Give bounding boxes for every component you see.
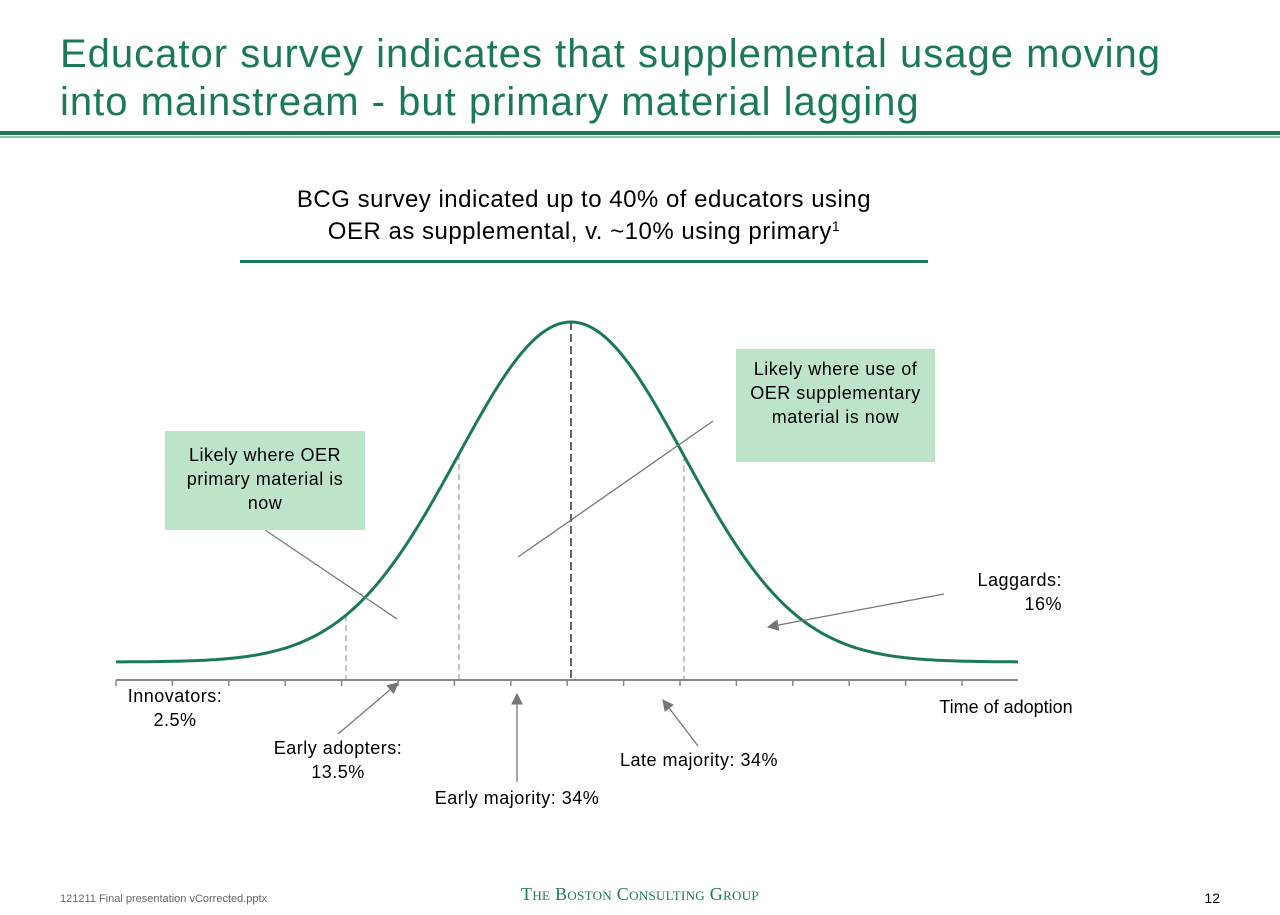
early-adopters-arrow (337, 682, 399, 735)
laggards-value: 16% (1024, 594, 1062, 614)
primary-callout-pointer (264, 529, 398, 620)
subtitle: BCG survey indicated up to 40% of educat… (240, 184, 928, 248)
early-adopters-name: Early adopters: (273, 738, 403, 758)
title-rule-accent (0, 136, 1280, 138)
laggards-label: Laggards: 16% (940, 568, 1062, 616)
early-adopters-value: 13.5% (311, 762, 365, 782)
primary-material-callout: Likely where OER primary material is now (165, 431, 365, 530)
segment-dividers (345, 454, 685, 680)
supplementary-callout-pointer (517, 420, 714, 558)
early-adopters-label: Early adopters: 13.5% (248, 736, 428, 784)
innovators-label: Innovators: 2.5% (105, 684, 245, 732)
title-rule (0, 131, 1280, 135)
late-majority-arrow (662, 699, 699, 747)
bcg-logo: The Boston Consulting Group (521, 884, 759, 904)
innovators-value: 2.5% (153, 710, 197, 730)
page-number: 12 (1204, 890, 1220, 906)
subtitle-line-2: OER as supplemental, v. ~10% using prima… (240, 216, 928, 248)
footnote-marker: 1 (831, 218, 841, 234)
subtitle-line-1: BCG survey indicated up to 40% of educat… (296, 186, 872, 213)
early-majority-label: Early majority: 34% (434, 788, 600, 808)
supplementary-material-callout: Likely where use of OER supplementary ma… (736, 349, 935, 462)
subtitle-line-2-text: OER as supplemental, v. ~10% using prima… (327, 218, 832, 245)
time-of-adoption-label: Time of adoption (939, 697, 1073, 717)
subtitle-rule (240, 260, 928, 263)
laggards-arrow (766, 593, 945, 631)
late-majority-label: Late majority: 34% (619, 750, 779, 770)
slide-title: Educator survey indicates that supplemen… (60, 32, 1162, 124)
footer-filename: 121211 Final presentation vCorrected.ppt… (60, 893, 268, 905)
innovators-name: Innovators: (127, 686, 223, 706)
bell-curve (116, 320, 1018, 664)
laggards-name: Laggards: (977, 570, 1062, 590)
